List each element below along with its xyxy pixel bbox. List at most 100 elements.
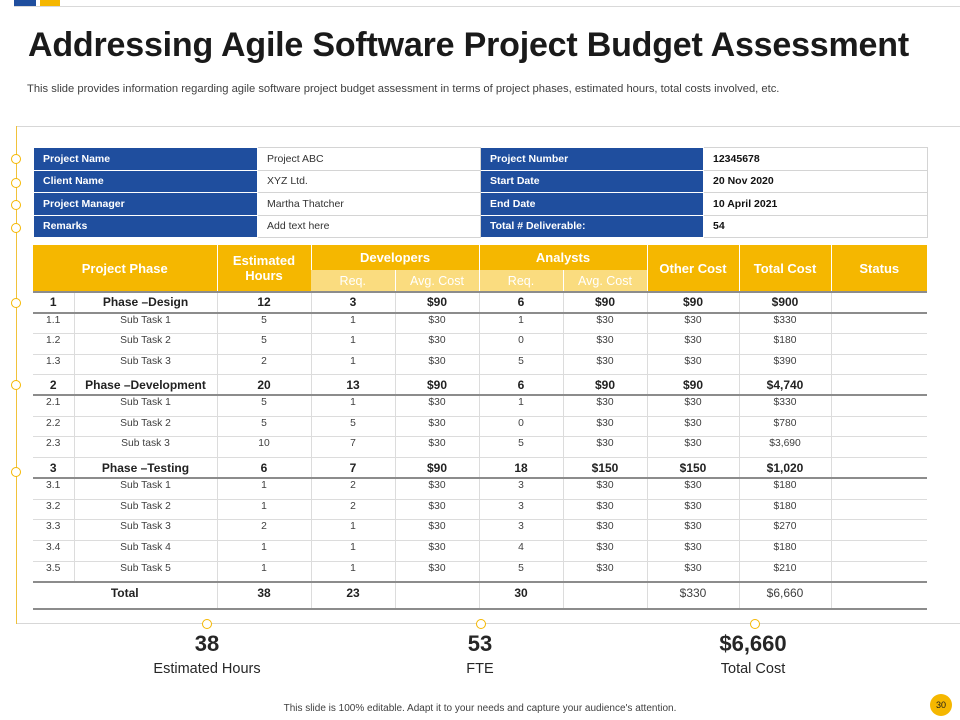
header-status: Status xyxy=(830,245,928,292)
cell-status xyxy=(831,416,928,438)
info-label: Project Name xyxy=(33,147,258,171)
cell-other: $30 xyxy=(647,478,740,500)
cell-dev-avg: $30 xyxy=(395,519,480,542)
cell-dev-avg: $30 xyxy=(395,540,480,562)
cell-id: 3.3 xyxy=(33,519,75,542)
footer-note: This slide is 100% editable. Adapt it to… xyxy=(283,703,677,714)
cell-status xyxy=(831,436,928,459)
cell-other: $90 xyxy=(647,374,740,397)
cell-id: 2.1 xyxy=(33,395,75,417)
cell-total: $1,020 xyxy=(739,457,832,480)
cell-dev-avg: $30 xyxy=(395,436,480,459)
top-accent-gold xyxy=(40,0,60,6)
info-value: Add text here xyxy=(257,214,481,238)
info-value: Project ABC xyxy=(257,147,481,171)
cell-name: Sub Task 1 xyxy=(74,478,218,500)
subtask-row: 2.1 Sub Task 1 5 1 $30 1 $30 $30 $330 xyxy=(33,395,928,417)
info-value: 10 April 2021 xyxy=(703,192,928,216)
subtask-row: 3.1 Sub Task 1 1 2 $30 3 $30 $30 $180 xyxy=(33,478,928,500)
cell-an-avg: $30 xyxy=(563,395,648,417)
kpi-value: 53 xyxy=(467,631,493,656)
cell-dev-req: 13 xyxy=(311,374,396,397)
cell-id: 3 xyxy=(33,457,75,480)
kpi-estimated-hours: 38 Estimated Hours xyxy=(117,631,297,677)
cell-an-req: 3 xyxy=(479,478,564,500)
cell-an-req: 6 xyxy=(479,291,564,314)
cell-id: 1.2 xyxy=(33,333,75,355)
cell-status xyxy=(831,457,928,480)
cell-an-req: 0 xyxy=(479,333,564,355)
kpi-value: 38 xyxy=(194,631,220,656)
cell-an-req: 5 xyxy=(479,354,564,376)
info-label: Project Number xyxy=(480,147,704,171)
cell-name: Sub Task 1 xyxy=(74,395,218,417)
subtask-row: 3.5 Sub Task 5 1 1 $30 5 $30 $30 $210 xyxy=(33,561,928,583)
header-total-cost: Total Cost xyxy=(738,245,832,292)
header-analysts: Analysts xyxy=(478,245,648,270)
project-info-table: Project Name Project ABC Project Number 123… xyxy=(33,147,928,238)
cell-id: 1 xyxy=(33,291,75,314)
info-row: Project Manager Martha Thatcher End Date 10… xyxy=(33,192,928,216)
cell-dev-avg: $30 xyxy=(395,499,480,521)
cell-other: $30 xyxy=(647,499,740,521)
cell-hours: 2 xyxy=(217,519,312,542)
cell-name: Sub task 3 xyxy=(74,436,218,459)
timeline-dot xyxy=(11,178,21,188)
cell-status xyxy=(831,374,928,397)
subtask-row: 1.3 Sub Task 3 2 1 $30 5 $30 $30 $390 xyxy=(33,354,928,376)
cell-dev-avg: $30 xyxy=(395,478,480,500)
cell-other: $30 xyxy=(647,395,740,417)
cell-dev-req: 1 xyxy=(311,561,396,583)
cell-an-avg: $30 xyxy=(563,540,648,562)
cell-an-req: 1 xyxy=(479,395,564,417)
cell-hours: 1 xyxy=(217,561,312,583)
cell-an-req: 4 xyxy=(479,540,564,562)
total-row: Total 38 23 30 $330 $6,660 xyxy=(33,581,928,611)
cell-other: $150 xyxy=(647,457,740,480)
cell-total: $180 xyxy=(739,478,832,500)
phase-row: 1 Phase –Design 12 3 $90 6 $90 $90 $900 xyxy=(33,291,928,314)
cell-total: $210 xyxy=(739,561,832,583)
timeline-dot xyxy=(11,380,21,390)
info-label: Client Name xyxy=(33,169,258,193)
cell-an-req: 5 xyxy=(479,436,564,459)
cell-hours: 5 xyxy=(217,395,312,417)
cell-dev-req: 2 xyxy=(311,478,396,500)
header-dev-req: Req. xyxy=(311,270,395,292)
cell-an-req: 1 xyxy=(479,312,564,334)
subtask-row: 1.1 Sub Task 1 5 1 $30 1 $30 $30 $330 xyxy=(33,312,928,334)
cell-dev-avg: $30 xyxy=(395,416,480,438)
cell-dev-req: 7 xyxy=(311,436,396,459)
info-value: Martha Thatcher xyxy=(257,192,481,216)
info-value: 54 xyxy=(703,214,928,238)
cell-other: $30 xyxy=(647,312,740,334)
cell-dev-avg: $30 xyxy=(395,333,480,355)
total-hours: 38 xyxy=(217,581,312,611)
cell-dev-avg: $30 xyxy=(395,312,480,334)
cell-total: $3,690 xyxy=(739,436,832,459)
cell-hours: 10 xyxy=(217,436,312,459)
cell-id: 3.1 xyxy=(33,478,75,500)
cell-other: $30 xyxy=(647,561,740,583)
page-title: Addressing Agile Software Project Budget… xyxy=(28,26,909,64)
cell-hours: 20 xyxy=(217,374,312,397)
cell-id: 2.3 xyxy=(33,436,75,459)
cell-an-avg: $30 xyxy=(563,312,648,334)
cell-status xyxy=(831,395,928,417)
cell-an-req: 0 xyxy=(479,416,564,438)
total-an-req: 30 xyxy=(479,581,564,611)
cell-id: 1.1 xyxy=(33,312,75,334)
cell-status xyxy=(831,478,928,500)
kpi-fte: 53 FTE xyxy=(390,631,570,677)
cell-hours: 5 xyxy=(217,312,312,334)
cell-name: Sub Task 5 xyxy=(74,561,218,583)
cell-an-req: 5 xyxy=(479,561,564,583)
timeline-dot xyxy=(11,298,21,308)
total-empty xyxy=(563,581,648,611)
info-value: 12345678 xyxy=(703,147,928,171)
kpi-label: Total Cost xyxy=(720,661,786,677)
cell-other: $30 xyxy=(647,354,740,376)
cell-id: 3.4 xyxy=(33,540,75,562)
cell-total: $900 xyxy=(739,291,832,314)
cell-an-req: 6 xyxy=(479,374,564,397)
